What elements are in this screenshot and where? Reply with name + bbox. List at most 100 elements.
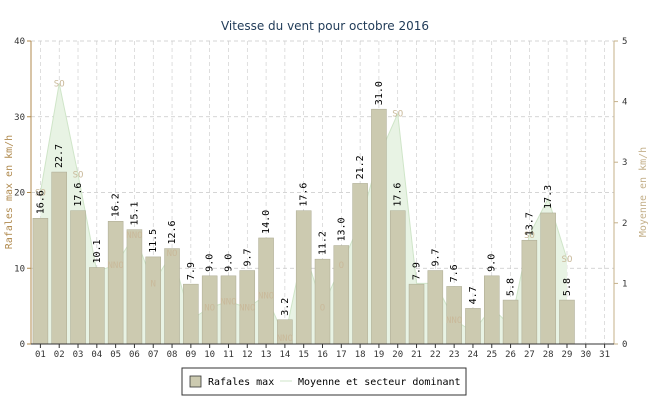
- gust-bar: [502, 299, 519, 345]
- sector-label: NO: [167, 249, 178, 259]
- sector-label: NO: [204, 304, 215, 314]
- gust-bar: [559, 299, 575, 345]
- gust-bar: [540, 212, 556, 345]
- x-tick-label: 19: [373, 350, 384, 360]
- legend: Rafales max Moyenne et secteur dominant: [181, 367, 467, 396]
- gust-bar: [295, 210, 312, 345]
- bar-value-label: 16.2: [111, 193, 122, 217]
- x-tick-label: 18: [355, 350, 366, 360]
- x-tick-label: 23: [449, 350, 460, 360]
- gust-bar: [352, 183, 368, 345]
- x-tick-label: 26: [505, 350, 516, 360]
- x-tick-label: 25: [486, 350, 497, 360]
- gust-bar: [89, 267, 105, 345]
- bar-value-label: 9.0: [487, 254, 498, 272]
- legend-mean: Moyenne et secteur dominant: [298, 377, 461, 388]
- bar-value-label: 9.7: [242, 248, 253, 266]
- bar-value-label: 5.8: [562, 278, 573, 296]
- sector-label: NNO: [277, 334, 293, 344]
- y-tick-label-right: 5: [622, 37, 627, 47]
- sector-label: NNO: [220, 298, 236, 308]
- bar-value-label: 16.6: [35, 190, 46, 214]
- bar-value-label: 3.2: [280, 298, 291, 316]
- chart-title: Vitesse du vent pour octobre 2016: [221, 19, 429, 33]
- bar-value-label: 7.9: [412, 262, 423, 280]
- y-tick-label-left: 30: [14, 113, 25, 123]
- x-tick-label: 28: [543, 350, 554, 360]
- x-tick-label: 20: [392, 350, 403, 360]
- gust-bar: [484, 275, 500, 345]
- sector-label: O: [339, 261, 344, 271]
- x-tick-label: 29: [562, 350, 573, 360]
- sector-label: NNO: [239, 304, 255, 314]
- gust-bars: SOSOSONNONNONNONONNONNONNONNOOOSONNOSOSO…: [32, 79, 575, 345]
- sector-label: SO: [562, 255, 573, 265]
- y-axis-label-right: Moyenne en km/h: [638, 147, 649, 237]
- bar-value-label: 13.7: [524, 212, 535, 236]
- gust-bar: [164, 248, 180, 345]
- y-tick-label-left: 10: [14, 264, 25, 274]
- bar-value-label: 9.0: [223, 254, 234, 272]
- x-tick-label: 14: [279, 350, 290, 360]
- x-tick-label: 07: [148, 350, 159, 360]
- gust-bar: [521, 239, 538, 345]
- bar-value-label: 17.6: [73, 183, 84, 207]
- x-tick-label: 06: [129, 350, 140, 360]
- y-tick-label-left: 40: [14, 37, 25, 47]
- x-tick-label: 01: [35, 350, 46, 360]
- bar-value-label: 10.1: [92, 239, 103, 263]
- gust-bar: [70, 210, 86, 345]
- bar-value-label: 15.1: [129, 202, 140, 226]
- gust-bar: [314, 258, 331, 345]
- x-tick-label: 09: [185, 350, 196, 360]
- bar-value-label: 11.5: [148, 229, 159, 253]
- sector-label: SO: [54, 79, 65, 89]
- x-tick-label: 10: [204, 350, 215, 360]
- sector-label: SO: [73, 170, 84, 180]
- x-tick-label: 03: [73, 350, 84, 360]
- x-tick-label: 05: [110, 350, 121, 360]
- bar-value-label: 17.3: [543, 185, 554, 209]
- bar-value-label: 5.8: [506, 278, 517, 296]
- x-tick-label: 21: [411, 350, 422, 360]
- y-axis-label-left: Rafales max en km/h: [4, 135, 15, 249]
- gust-bar: [51, 171, 67, 345]
- bar-value-label: 17.6: [299, 183, 310, 207]
- y-tick-label-right: 3: [622, 158, 627, 168]
- legend-box: [181, 367, 467, 396]
- y-tick-label-right: 1: [622, 279, 627, 289]
- x-tick-label: 16: [317, 350, 328, 360]
- x-tick-label: 22: [430, 350, 441, 360]
- bar-value-label: 4.7: [468, 286, 479, 304]
- x-tick-label: 12: [242, 350, 253, 360]
- x-tick-label: 11: [223, 350, 234, 360]
- y-tick-label-right: 0: [622, 340, 627, 350]
- bar-value-label: 17.6: [393, 183, 404, 207]
- sector-label: NNO: [446, 316, 462, 326]
- sector-label: NNO: [126, 231, 142, 241]
- x-tick-label: 08: [167, 350, 178, 360]
- bar-value-label: 14.0: [261, 210, 272, 234]
- bar-value-label: 12.6: [167, 220, 178, 244]
- x-tick-label: 04: [91, 350, 102, 360]
- gust-bar: [32, 218, 49, 345]
- legend-bar-swatch: [189, 375, 202, 388]
- x-tick-label: 13: [261, 350, 272, 360]
- bar-value-label: 7.9: [186, 262, 197, 280]
- bar-value-label: 22.7: [54, 144, 65, 168]
- gust-bar: [427, 270, 444, 345]
- sector-label: NNO: [258, 292, 274, 302]
- gust-bar: [389, 210, 406, 345]
- sector-label: SO: [524, 231, 535, 241]
- sector-label: SO: [392, 110, 403, 120]
- bar-value-label: 11.2: [318, 231, 329, 255]
- gust-bar: [408, 283, 425, 345]
- gust-bar: [107, 221, 124, 345]
- x-tick-label: 02: [54, 350, 65, 360]
- x-tick-label: 17: [336, 350, 347, 360]
- bar-value-label: 13.0: [336, 217, 347, 241]
- y-tick-label-right: 4: [622, 98, 627, 108]
- sector-label: O: [320, 304, 325, 314]
